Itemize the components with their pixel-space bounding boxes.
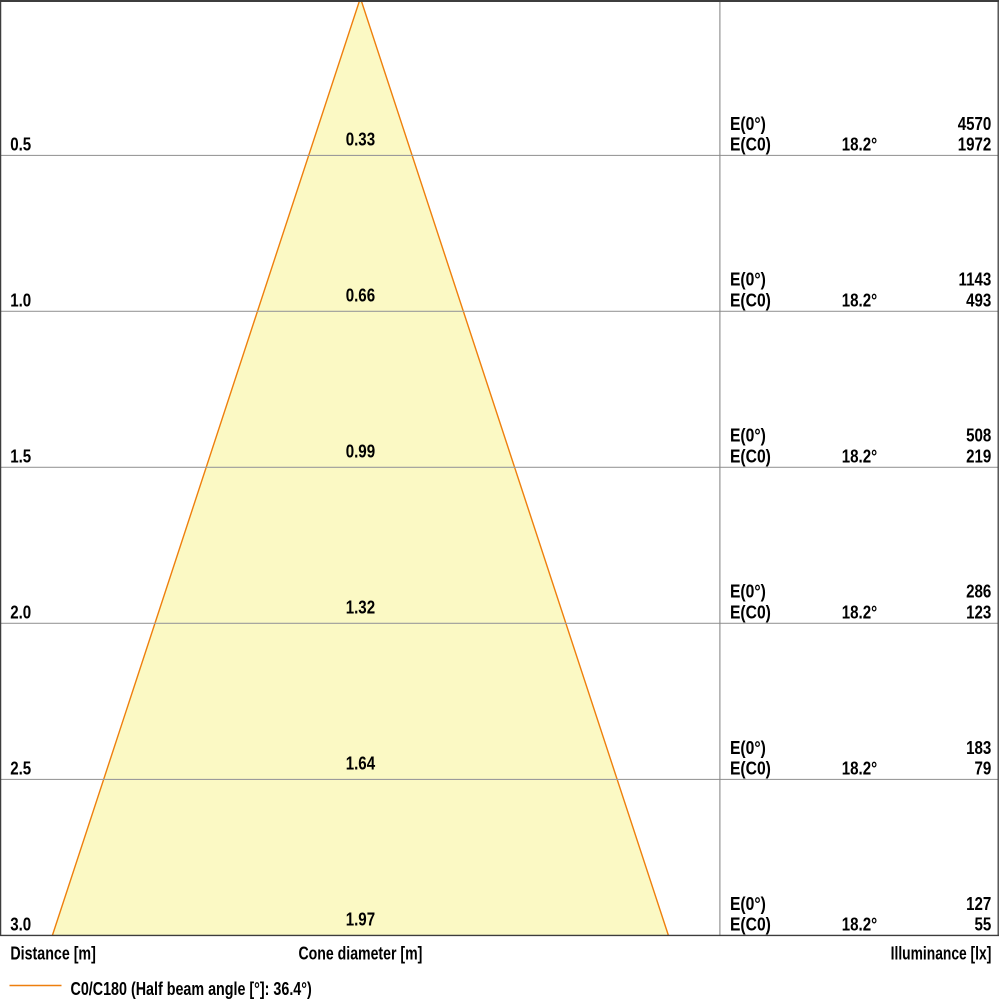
svg-text:1.32: 1.32 <box>346 597 375 618</box>
svg-text:18.2°: 18.2° <box>842 602 877 623</box>
svg-text:508: 508 <box>966 425 991 446</box>
svg-text:1.0: 1.0 <box>10 290 31 311</box>
svg-text:18.2°: 18.2° <box>842 134 877 155</box>
svg-text:E(C0): E(C0) <box>730 290 771 310</box>
svg-text:219: 219 <box>966 446 991 467</box>
svg-text:E(0°): E(0°) <box>730 738 766 758</box>
svg-text:Illuminance [lx]: Illuminance [lx] <box>891 944 992 964</box>
svg-text:E(C0): E(C0) <box>730 134 771 154</box>
svg-text:0.99: 0.99 <box>346 441 375 462</box>
svg-text:3.0: 3.0 <box>10 914 31 935</box>
svg-text:18.2°: 18.2° <box>842 914 877 935</box>
svg-text:E(C0): E(C0) <box>730 758 771 778</box>
svg-text:1143: 1143 <box>959 269 992 290</box>
svg-text:E(C0): E(C0) <box>730 446 771 466</box>
svg-text:1972: 1972 <box>958 134 992 155</box>
svg-text:Cone diameter [m]: Cone diameter [m] <box>298 944 422 964</box>
svg-text:1.97: 1.97 <box>346 909 375 930</box>
svg-text:E(C0): E(C0) <box>730 914 771 934</box>
svg-text:2.5: 2.5 <box>10 758 31 779</box>
svg-text:0.66: 0.66 <box>346 285 375 306</box>
svg-text:E(0°): E(0°) <box>730 270 766 290</box>
svg-text:C0/C180 (Half beam angle [°]:: C0/C180 (Half beam angle [°]: 36.4°) <box>71 979 312 999</box>
svg-text:286: 286 <box>966 581 991 602</box>
svg-text:2.0: 2.0 <box>10 602 31 623</box>
svg-text:0.33: 0.33 <box>346 129 375 150</box>
svg-text:Distance [m]: Distance [m] <box>10 944 95 964</box>
svg-text:18.2°: 18.2° <box>842 446 877 467</box>
svg-text:E(0°): E(0°) <box>730 894 766 914</box>
svg-text:1.64: 1.64 <box>346 753 376 774</box>
svg-text:0.5: 0.5 <box>10 134 31 155</box>
svg-text:493: 493 <box>966 290 991 311</box>
svg-text:1.5: 1.5 <box>10 446 31 467</box>
svg-text:18.2°: 18.2° <box>842 290 877 311</box>
svg-text:123: 123 <box>966 602 991 623</box>
svg-text:E(C0): E(C0) <box>730 602 771 622</box>
svg-text:183: 183 <box>966 737 991 758</box>
svg-text:E(0°): E(0°) <box>730 114 766 134</box>
svg-text:E(0°): E(0°) <box>730 582 766 602</box>
svg-text:18.2°: 18.2° <box>842 758 877 779</box>
svg-text:E(0°): E(0°) <box>730 426 766 446</box>
svg-text:127: 127 <box>966 893 991 914</box>
svg-text:55: 55 <box>974 914 991 935</box>
svg-text:79: 79 <box>974 758 991 779</box>
svg-text:4570: 4570 <box>958 113 992 134</box>
